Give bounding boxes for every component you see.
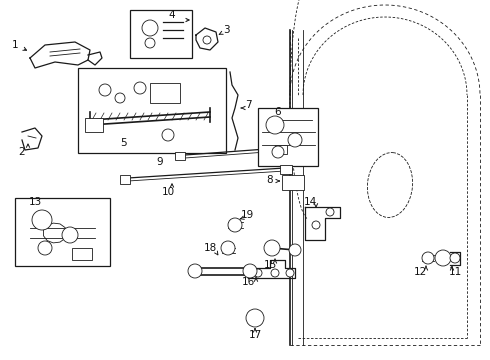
Ellipse shape <box>368 153 413 217</box>
Text: 10: 10 <box>161 187 174 197</box>
Circle shape <box>271 269 279 277</box>
Circle shape <box>188 264 202 278</box>
Text: 17: 17 <box>248 330 262 340</box>
Text: 5: 5 <box>120 138 126 148</box>
Circle shape <box>142 20 158 36</box>
Circle shape <box>145 38 155 48</box>
Bar <box>282 175 304 190</box>
Circle shape <box>288 133 302 147</box>
Circle shape <box>115 93 125 103</box>
Circle shape <box>62 227 78 243</box>
Text: 6: 6 <box>275 107 281 117</box>
Text: 9: 9 <box>157 157 163 167</box>
Circle shape <box>203 36 211 44</box>
Circle shape <box>134 82 146 94</box>
Text: 3: 3 <box>222 25 229 35</box>
Bar <box>175 152 185 160</box>
Text: 11: 11 <box>448 267 462 277</box>
Text: 15: 15 <box>264 260 277 270</box>
Circle shape <box>254 269 262 277</box>
Circle shape <box>243 264 257 278</box>
Text: 8: 8 <box>267 175 273 185</box>
Circle shape <box>422 252 434 264</box>
Text: 18: 18 <box>203 243 217 253</box>
Circle shape <box>266 116 284 134</box>
Circle shape <box>312 221 320 229</box>
Bar <box>130 10 192 58</box>
Bar <box>15 198 110 266</box>
Text: 16: 16 <box>242 277 255 287</box>
Circle shape <box>289 244 301 256</box>
Text: 14: 14 <box>303 197 317 207</box>
Circle shape <box>326 208 334 216</box>
Text: 2: 2 <box>19 147 25 157</box>
Circle shape <box>435 250 451 266</box>
Bar <box>72 248 92 260</box>
Circle shape <box>162 129 174 141</box>
Circle shape <box>264 240 280 256</box>
Circle shape <box>228 218 242 232</box>
Circle shape <box>32 210 52 230</box>
Bar <box>120 175 130 184</box>
Circle shape <box>286 269 294 277</box>
Circle shape <box>272 146 284 158</box>
Text: 4: 4 <box>169 10 175 20</box>
Text: 13: 13 <box>28 197 42 207</box>
Bar <box>85 118 103 132</box>
Bar <box>150 83 180 103</box>
Bar <box>280 165 292 174</box>
Text: 19: 19 <box>241 210 254 220</box>
Bar <box>78 68 226 153</box>
Circle shape <box>38 241 52 255</box>
Text: 12: 12 <box>414 267 427 277</box>
Bar <box>275 145 287 154</box>
Circle shape <box>99 84 111 96</box>
Text: 1: 1 <box>12 40 18 50</box>
Bar <box>258 108 318 166</box>
Text: 7: 7 <box>245 100 251 110</box>
Circle shape <box>221 241 235 255</box>
Circle shape <box>450 253 460 263</box>
Circle shape <box>246 309 264 327</box>
